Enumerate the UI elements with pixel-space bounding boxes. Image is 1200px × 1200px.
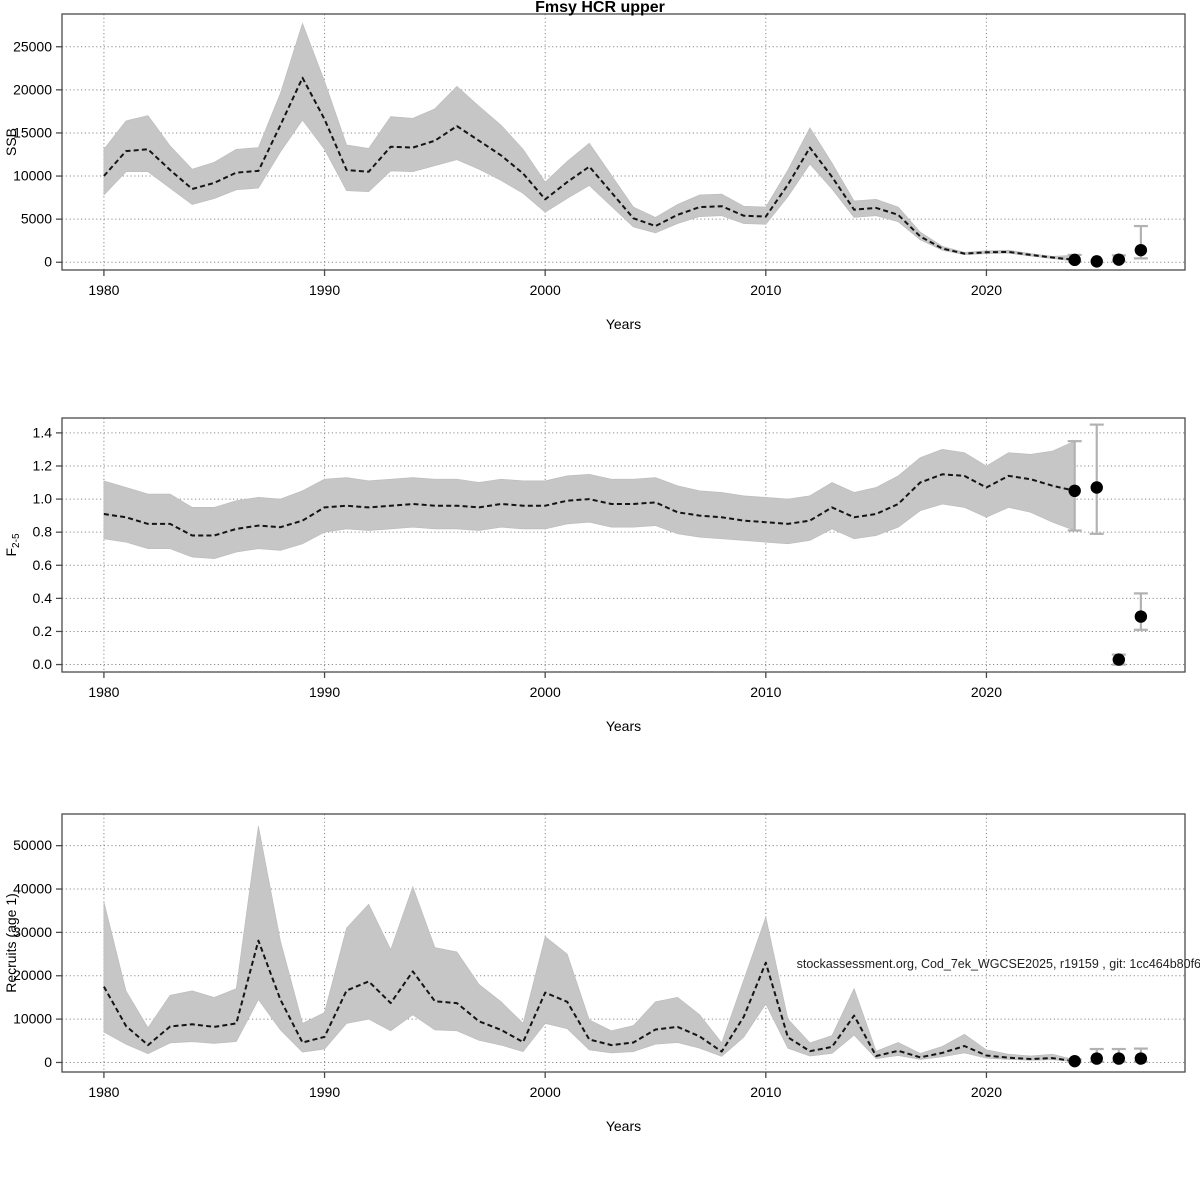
y-tick-label: 1.2 [33,457,53,473]
y-tick-label: 0.4 [33,590,53,606]
x-tick-label: 2020 [971,282,1002,298]
y-tick-label: 1.4 [33,424,53,440]
x-axis-label: Years [606,718,641,734]
y-tick-label: 10000 [13,1011,52,1027]
y-tick-label: 10000 [13,168,52,184]
x-tick-label: 1980 [88,282,119,298]
panel-frame [61,417,1186,673]
y-tick-label: 50000 [13,837,52,853]
y-tick-label: 30000 [13,924,52,940]
panel-frame [61,13,1186,271]
panel-frame [61,813,1186,1073]
x-tick-label: 1980 [88,684,119,700]
y-axis-label: SSB [3,128,19,156]
f-forecast-point [1134,610,1148,623]
y-tick-label: 20000 [13,967,52,983]
x-axis-label: Years [606,1118,641,1134]
x-tick-label: 2000 [530,1084,561,1100]
recruits-forecast-point [1090,1052,1103,1065]
x-tick-label: 1990 [309,684,340,700]
ssb-forecast-point [1134,243,1148,257]
x-tick-label: 2010 [750,684,781,700]
panel-f: 0.0 0.2 0.4 0.6 0.8 1.0 1.2 1.4 1980 1990 2000 2010… [3,417,1186,734]
y-axis-label: Recruits (age 1) [3,893,19,993]
f-forecast-point [1112,653,1126,666]
y-axis-label: F2-5 [3,533,22,556]
y-tick-label: 20000 [13,81,52,97]
x-tick-label: 2020 [971,684,1002,700]
x-tick-label: 1990 [309,282,340,298]
y-tick-label: 0.2 [33,623,53,639]
y-tick-label: 40000 [13,881,52,897]
chart-title: Fmsy HCR upper [535,0,665,16]
panel-ssb: 0 5000 10000 15000 20000 25000 1980 1990 2000 201… [3,0,1186,332]
watermark-text: stockassessment.org, Cod_7ek_WGCSE2025, … [797,957,1200,971]
ssb-forecast-point [1068,253,1081,267]
x-tick-label: 1980 [88,1084,119,1100]
recruits-confidence-band [103,826,1076,1063]
f-forecast-point [1090,481,1103,494]
x-tick-label: 2020 [971,1084,1002,1100]
y-tick-label: 15000 [13,124,52,140]
y-tick-label: 0 [44,1054,52,1070]
y-tick-label: 25000 [13,38,52,54]
x-tick-label: 2000 [530,282,561,298]
panel-recruits: 0 10000 20000 30000 40000 50000 1980 1990 2000 20… [3,813,1200,1134]
y-tick-label: 0 [44,254,52,270]
y-tick-label: 5000 [21,211,52,227]
recruits-forecast-point [1068,1054,1081,1068]
recruits-forecast-point [1112,1052,1126,1065]
y-tick-label: 0.6 [33,557,53,573]
x-tick-label: 2010 [750,282,781,298]
f-forecast-point [1068,484,1081,498]
y-tick-label: 0.0 [33,656,53,672]
recruits-forecast-point [1134,1052,1148,1065]
x-tick-label: 1990 [309,1084,340,1100]
x-tick-label: 2010 [750,1084,781,1100]
ssb-median-line [103,76,1075,261]
ssb-forecast-point [1090,255,1103,268]
ssb-forecast-point [1112,253,1126,266]
y-tick-label: 1.0 [33,491,53,507]
f-median-line [103,473,1075,537]
x-tick-label: 2000 [530,684,561,700]
ssb-confidence-band [103,22,1076,262]
x-axis-label: Years [606,316,641,332]
y-tick-label: 0.8 [33,524,53,540]
